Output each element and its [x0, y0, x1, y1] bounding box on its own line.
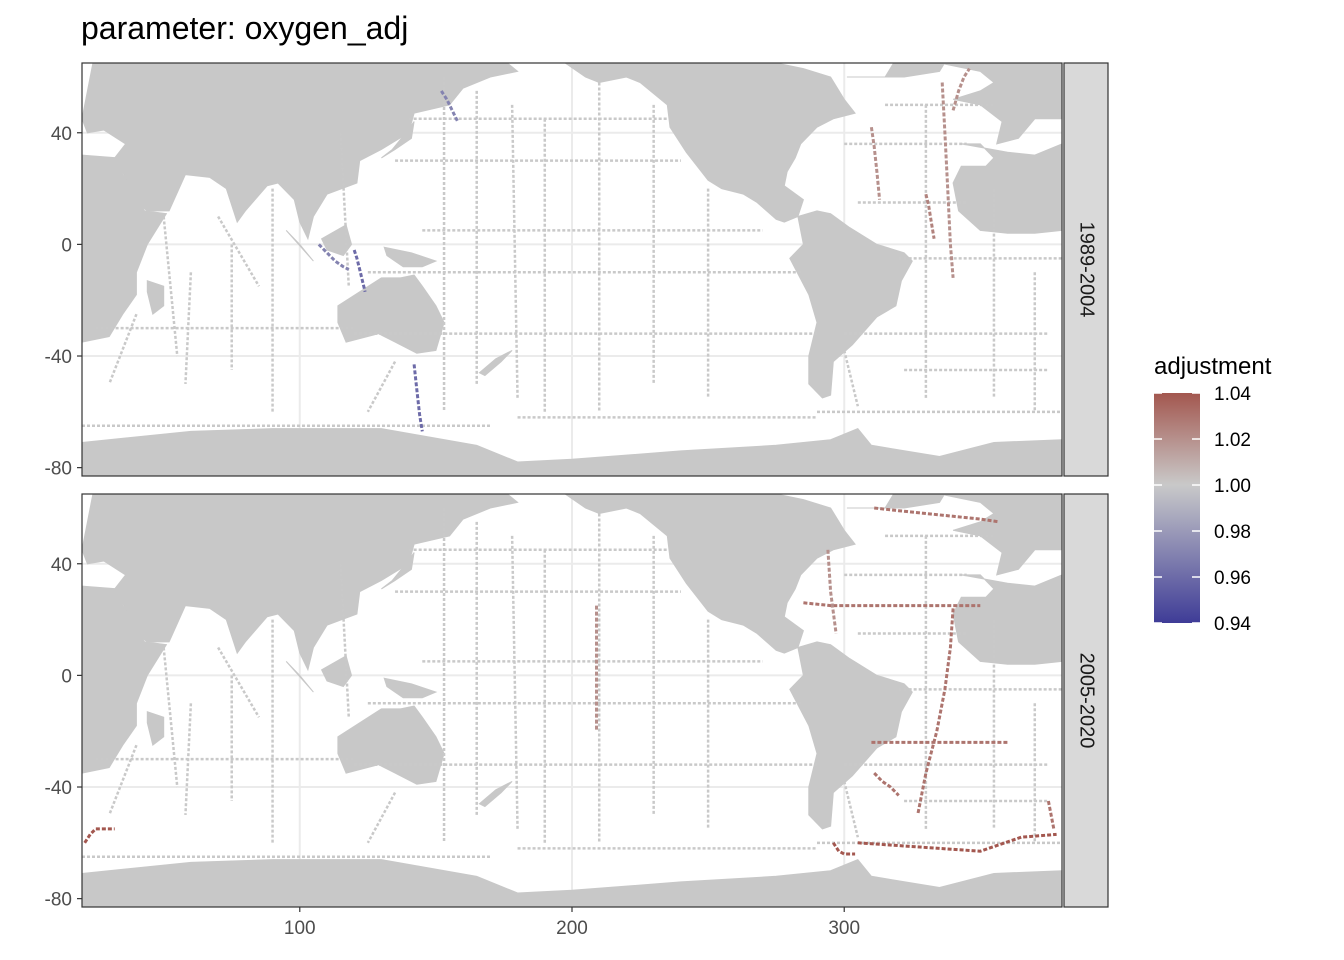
landmass	[939, 63, 1062, 145]
cruise-track	[869, 126, 882, 200]
cruise-track-neutral	[366, 360, 397, 413]
facet-panel-1: 40 0 -40 -80 2005-2020	[45, 493, 1109, 911]
y-tick-label: 0	[61, 666, 72, 687]
landmass	[478, 780, 513, 808]
cruise-track	[873, 772, 900, 797]
landmass	[82, 585, 168, 774]
legend-label: 1.02	[1214, 430, 1251, 451]
landmass	[952, 143, 1062, 234]
cruise-track	[1046, 800, 1056, 830]
legend-label: 1.00	[1214, 476, 1251, 497]
legend-label: 0.98	[1214, 522, 1251, 543]
facet-strip	[1063, 62, 1109, 477]
legend-title: adjustment	[1154, 353, 1272, 380]
landmass	[939, 494, 1062, 576]
y-tick-label: 40	[51, 124, 72, 145]
landmass	[82, 427, 1062, 476]
landmass	[381, 552, 415, 590]
cruise-track	[826, 549, 838, 634]
y-tick-label: -40	[45, 778, 72, 799]
cruise-track-neutral	[162, 216, 179, 357]
landmass	[285, 230, 314, 262]
x-tick-label: 300	[828, 918, 860, 939]
landmass	[82, 154, 168, 343]
cruise-track-neutral	[843, 781, 860, 838]
cruise-track-neutral	[217, 646, 261, 718]
landmass	[146, 711, 165, 746]
legend-label: 1.04	[1214, 384, 1251, 405]
cruise-track	[83, 827, 115, 844]
legend-label: 0.94	[1214, 614, 1251, 635]
landmass	[846, 494, 946, 509]
landmass	[789, 641, 913, 830]
cruise-track	[940, 82, 955, 279]
cruise-track	[832, 841, 856, 856]
legend-colorbar	[1154, 393, 1200, 623]
legend-label: 0.96	[1214, 568, 1251, 589]
x-tick-label: 100	[284, 918, 316, 939]
y-tick-label: 0	[61, 235, 72, 256]
y-tick-label: 40	[51, 555, 72, 576]
landmass	[82, 858, 1062, 907]
landmass	[846, 63, 946, 78]
facet-strip-label: 1989-2004	[1076, 222, 1098, 318]
landmass	[564, 63, 856, 223]
landmass	[952, 574, 1062, 665]
landmass	[383, 246, 438, 268]
landmass	[564, 494, 856, 654]
panel-border	[81, 62, 1063, 477]
landmass	[478, 349, 513, 377]
cruise-track-neutral	[217, 215, 261, 287]
cruise-track	[874, 506, 1000, 524]
cruise-track	[803, 601, 981, 608]
landmass	[789, 210, 913, 399]
cruise-track-neutral	[339, 563, 351, 718]
cruise-track-neutral	[510, 104, 519, 398]
cruise-track	[412, 364, 424, 432]
landmass	[383, 677, 438, 699]
facet-strip	[1063, 493, 1109, 908]
cruise-track-neutral	[843, 350, 860, 407]
cruise-track-neutral	[339, 132, 351, 287]
cruise-track	[951, 67, 971, 111]
x-tick-label: 200	[556, 918, 588, 939]
landmass	[82, 63, 519, 241]
color-legend: adjustment 1.04 1.02 1.00 0.98 0.96 0.94	[1154, 353, 1272, 635]
cruise-track	[916, 608, 955, 816]
chart-title: parameter: oxygen_adj	[81, 10, 409, 46]
facet-strip-label: 2005-2020	[1076, 653, 1098, 749]
landmass	[381, 121, 415, 159]
cruise-track	[352, 249, 367, 293]
cruise-track-neutral	[366, 791, 397, 844]
landmass	[82, 494, 519, 672]
y-tick-label: -80	[45, 459, 72, 480]
cruise-track	[317, 243, 350, 271]
landmass	[285, 661, 314, 693]
y-tick-label: -40	[45, 347, 72, 368]
cruise-track-neutral	[162, 647, 179, 788]
facet-panel-0: 40 0 -40 -80 1989-2004	[45, 62, 1109, 480]
facet-panels: 40 0 -40 -80 1989-2004 40 0 -40 -80 2005-2020	[45, 62, 1109, 911]
y-tick-label: -80	[45, 890, 72, 911]
cruise-track	[924, 193, 936, 240]
landmass	[146, 280, 165, 315]
cruise-track	[857, 832, 1057, 853]
cruise-track-neutral	[510, 535, 519, 829]
x-axis: 100 200 300	[284, 907, 860, 939]
cruise-track-neutral	[108, 313, 138, 385]
cruise-track-neutral	[108, 744, 138, 816]
